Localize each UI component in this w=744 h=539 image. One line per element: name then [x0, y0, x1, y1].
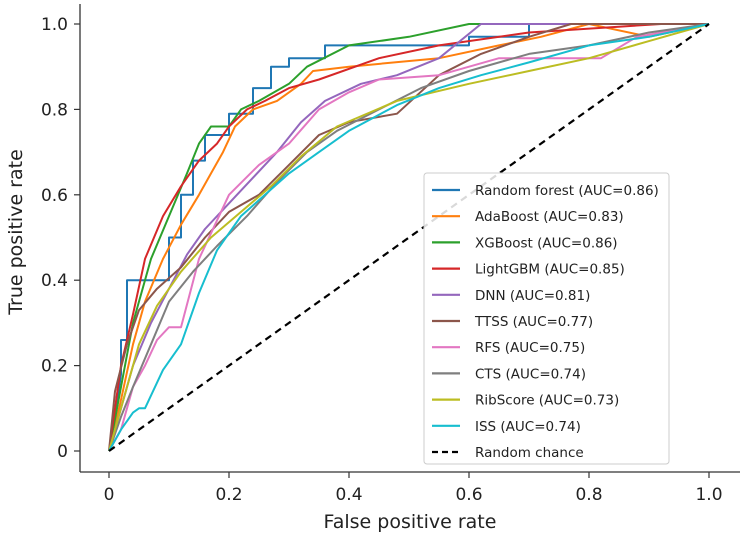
- series-line-3: [108, 23, 709, 452]
- legend: Random forest (AUC=0.86) AdaBoost (AUC=0.…: [423, 172, 670, 465]
- y-axis-label: True positive rate: [5, 149, 27, 316]
- legend-entry-label: TTSS (AUC=0.77): [474, 314, 593, 330]
- y-tick-label: 0.6: [41, 186, 68, 206]
- legend-entry-label: CTS (AUC=0.74): [475, 366, 586, 382]
- legend-entry-label: LightGBM (AUC=0.85): [475, 262, 625, 278]
- y-tick-label: 0.4: [41, 271, 68, 291]
- x-tick-label: 0: [104, 485, 115, 505]
- series-lines: [108, 23, 710, 452]
- axes: [79, 4, 740, 473]
- legend-entry-label: XGBoost (AUC=0.86): [475, 235, 618, 251]
- y-tick-label: 0.8: [41, 100, 68, 120]
- x-axis-label: False positive rate: [324, 511, 497, 533]
- y-tick-label: 0: [57, 442, 68, 462]
- y-tick-label: 1.0: [41, 15, 68, 35]
- series-line-4: [108, 23, 709, 452]
- legend-entry-label: Random forest (AUC=0.86): [475, 183, 659, 199]
- legend-entry-label: RFS (AUC=0.75): [475, 340, 585, 356]
- legend-entry-label: AdaBoost (AUC=0.83): [475, 209, 624, 225]
- x-tick-label: 0.2: [215, 485, 242, 505]
- series-line-5: [108, 23, 709, 452]
- x-tick-label: 0.6: [455, 485, 482, 505]
- x-tick-label: 0.8: [575, 485, 602, 505]
- series-line-1: [108, 23, 710, 452]
- series-line-10: [108, 23, 710, 452]
- series-line-7: [108, 23, 710, 452]
- series-line-6: [108, 23, 710, 452]
- legend-entry-label: RibScore (AUC=0.73): [475, 393, 619, 409]
- tick-marks: 0 0.2 0.4 0.6 0.8 1.0 0 0.2 0.4 0.6 0.8 1.0: [41, 15, 723, 505]
- y-tick-label: 0.2: [41, 357, 68, 377]
- series-line-8: [108, 23, 710, 452]
- x-tick-label: 0.4: [335, 485, 362, 505]
- legend-entry-label: ISS (AUC=0.74): [475, 419, 581, 435]
- series-line-9: [108, 23, 710, 452]
- legend-box: [423, 172, 670, 465]
- legend-entry-label: DNN (AUC=0.81): [475, 288, 590, 304]
- legend-entry-label: Random chance: [475, 445, 584, 461]
- x-tick-label: 1.0: [695, 485, 722, 505]
